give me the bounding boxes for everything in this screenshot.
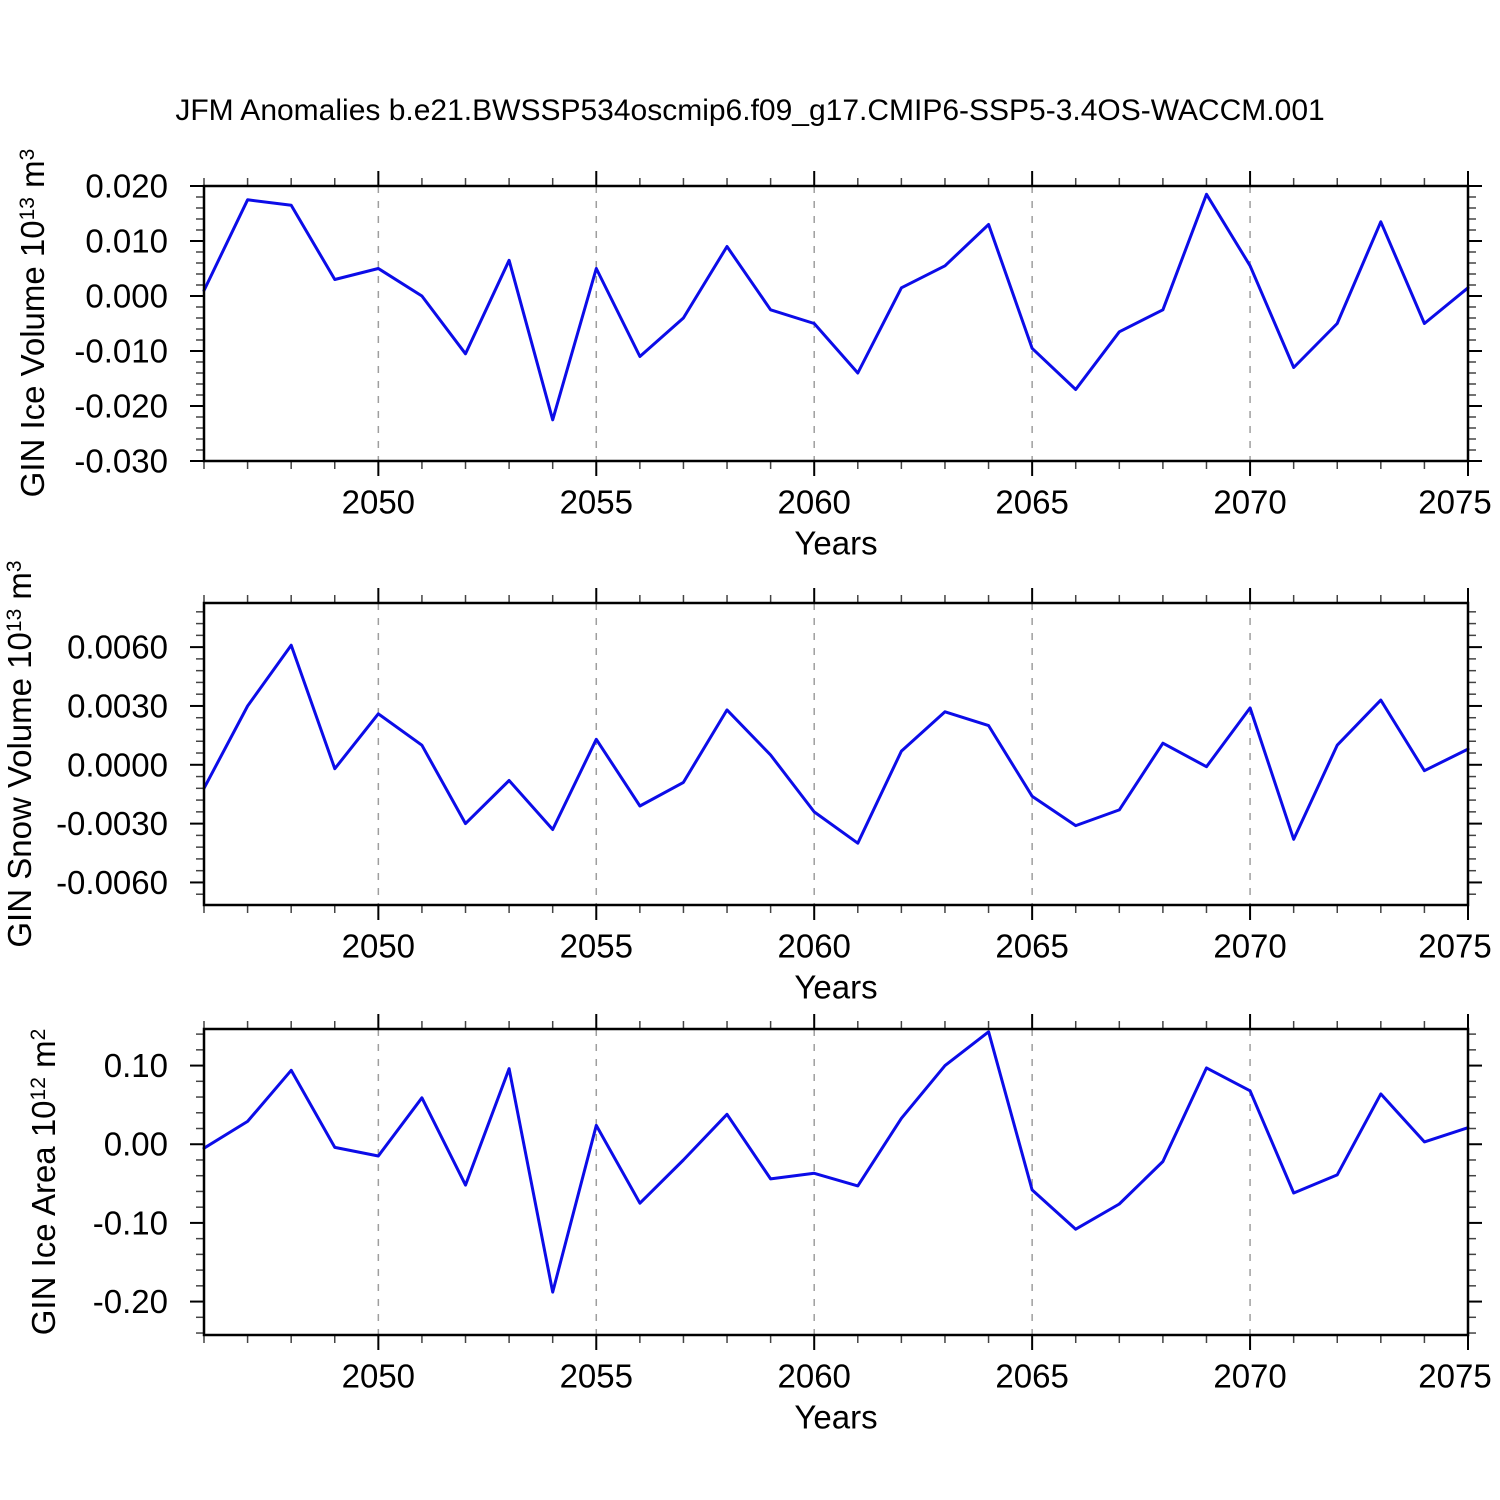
x-tick-label: 2050: [342, 1358, 415, 1395]
y-tick-label: -0.010: [74, 333, 168, 370]
data-line-2: [202, 643, 1470, 845]
x-tick-label: 2060: [777, 484, 850, 521]
x-tick-label: 2070: [1213, 484, 1286, 521]
x-tick-label: 2070: [1213, 1358, 1286, 1395]
x-tick-label: 2055: [560, 1358, 633, 1395]
y-tick-label: 0.020: [85, 168, 168, 205]
x-axis-title: Years: [794, 969, 877, 1006]
x-tick-label: 2050: [342, 484, 415, 521]
y-tick-label: -0.030: [74, 443, 168, 480]
y-tick-label: -0.020: [74, 388, 168, 425]
y-tick-label: 0.10: [104, 1047, 168, 1084]
x-axis-title: Years: [794, 1399, 877, 1436]
x-tick-label: 2050: [342, 928, 415, 965]
x-axis-title: Years: [794, 525, 877, 562]
data-line-3: [202, 1030, 1470, 1294]
y-tick-label: 0.0030: [67, 687, 168, 724]
y-tick-label: 0.000: [85, 278, 168, 315]
y-tick-label: -0.10: [93, 1204, 168, 1241]
plot-frame-3: [202, 1027, 1470, 1337]
y-tick-label: 0.0000: [67, 746, 168, 783]
x-tick-label: 2075: [1418, 928, 1491, 965]
plot-frame-2: [202, 601, 1470, 907]
x-tick-label: 2055: [560, 928, 633, 965]
y-tick-label: 0.010: [85, 223, 168, 260]
plot-frame-1: [202, 184, 1470, 463]
y-tick-label: -0.0030: [56, 805, 168, 842]
x-tick-label: 2060: [777, 928, 850, 965]
data-line-1: [202, 192, 1470, 422]
y-tick-label: 0.00: [104, 1126, 168, 1163]
x-tick-label: 2070: [1213, 928, 1286, 965]
x-tick-label: 2060: [777, 1358, 850, 1395]
x-tick-label: 2075: [1418, 1358, 1491, 1395]
y-tick-label: 0.0060: [67, 629, 168, 666]
chart-title: JFM Anomalies b.e21.BWSSP534oscmip6.f09_…: [175, 94, 1325, 127]
x-tick-label: 2055: [560, 484, 633, 521]
y-tick-label: -0.20: [93, 1283, 168, 1320]
x-tick-label: 2065: [995, 1358, 1068, 1395]
x-tick-label: 2065: [995, 928, 1068, 965]
x-tick-label: 2075: [1418, 484, 1491, 521]
y-tick-label: -0.0060: [56, 864, 168, 901]
x-tick-label: 2065: [995, 484, 1068, 521]
